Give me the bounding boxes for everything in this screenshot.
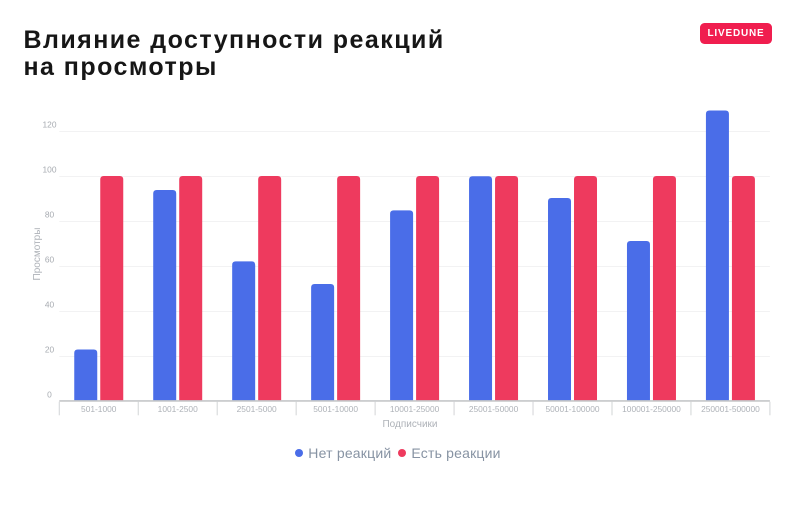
svg-text:1001-2500: 1001-2500 xyxy=(158,404,198,414)
svg-text:0: 0 xyxy=(47,390,52,400)
svg-text:100: 100 xyxy=(43,165,57,175)
svg-text:10001-25000: 10001-25000 xyxy=(390,404,440,414)
svg-text:Подписчики: Подписчики xyxy=(382,419,437,430)
svg-text:Просмотры: Просмотры xyxy=(32,228,43,281)
svg-text:40: 40 xyxy=(45,300,55,310)
svg-text:250001-500000: 250001-500000 xyxy=(701,404,760,414)
svg-text:25001-50000: 25001-50000 xyxy=(469,404,519,414)
svg-text:20: 20 xyxy=(45,345,55,355)
svg-text:501-1000: 501-1000 xyxy=(81,404,117,414)
svg-text:5001-10000: 5001-10000 xyxy=(313,404,358,414)
svg-text:60: 60 xyxy=(45,255,55,265)
svg-text:2501-5000: 2501-5000 xyxy=(237,404,277,414)
svg-text:50001-100000: 50001-100000 xyxy=(545,404,599,414)
svg-text:80: 80 xyxy=(45,210,55,220)
svg-text:120: 120 xyxy=(43,120,57,130)
svg-text:100001-250000: 100001-250000 xyxy=(622,404,681,414)
